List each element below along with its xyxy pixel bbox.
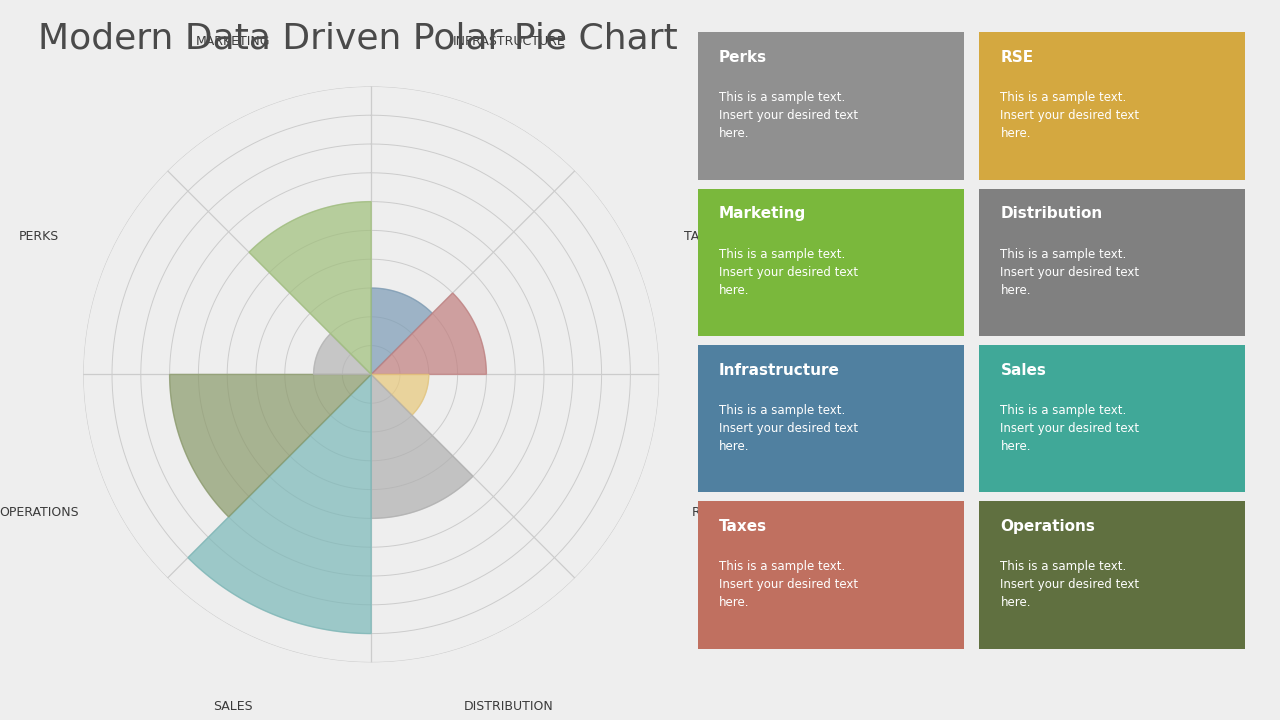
- Text: TAXES: TAXES: [684, 230, 723, 243]
- Polygon shape: [169, 374, 371, 517]
- Text: Perks: Perks: [719, 50, 767, 65]
- Text: RSE: RSE: [1001, 50, 1034, 65]
- Polygon shape: [371, 374, 474, 518]
- Text: Marketing: Marketing: [719, 207, 806, 221]
- Text: This is a sample text.
Insert your desired text
here.: This is a sample text. Insert your desir…: [719, 91, 858, 140]
- Text: PERKS: PERKS: [18, 230, 59, 243]
- Polygon shape: [371, 293, 486, 374]
- Text: MARKETING: MARKETING: [196, 35, 270, 48]
- Text: This is a sample text.
Insert your desired text
here.: This is a sample text. Insert your desir…: [1001, 91, 1139, 140]
- Text: This is a sample text.
Insert your desired text
here.: This is a sample text. Insert your desir…: [719, 560, 858, 609]
- Text: OPERATIONS: OPERATIONS: [0, 505, 78, 518]
- Text: Modern Data Driven Polar Pie Chart: Modern Data Driven Polar Pie Chart: [38, 22, 678, 55]
- Polygon shape: [371, 374, 429, 415]
- Text: This is a sample text.
Insert your desired text
here.: This is a sample text. Insert your desir…: [719, 404, 858, 453]
- Text: This is a sample text.
Insert your desired text
here.: This is a sample text. Insert your desir…: [719, 248, 858, 297]
- Text: Infrastructure: Infrastructure: [719, 363, 840, 377]
- Text: Distribution: Distribution: [1001, 207, 1103, 221]
- Polygon shape: [250, 202, 371, 374]
- Polygon shape: [371, 288, 433, 374]
- Polygon shape: [314, 333, 371, 374]
- Text: Taxes: Taxes: [719, 519, 767, 534]
- Text: DISTRIBUTION: DISTRIBUTION: [465, 701, 554, 714]
- Text: SALES: SALES: [214, 701, 253, 714]
- Polygon shape: [188, 374, 371, 634]
- Text: RSE: RSE: [691, 505, 716, 518]
- Text: Operations: Operations: [1001, 519, 1096, 534]
- Text: This is a sample text.
Insert your desired text
here.: This is a sample text. Insert your desir…: [1001, 404, 1139, 453]
- Text: INFRASTRUCTURE: INFRASTRUCTURE: [453, 35, 566, 48]
- Text: Sales: Sales: [1001, 363, 1046, 377]
- Text: This is a sample text.
Insert your desired text
here.: This is a sample text. Insert your desir…: [1001, 248, 1139, 297]
- Text: This is a sample text.
Insert your desired text
here.: This is a sample text. Insert your desir…: [1001, 560, 1139, 609]
